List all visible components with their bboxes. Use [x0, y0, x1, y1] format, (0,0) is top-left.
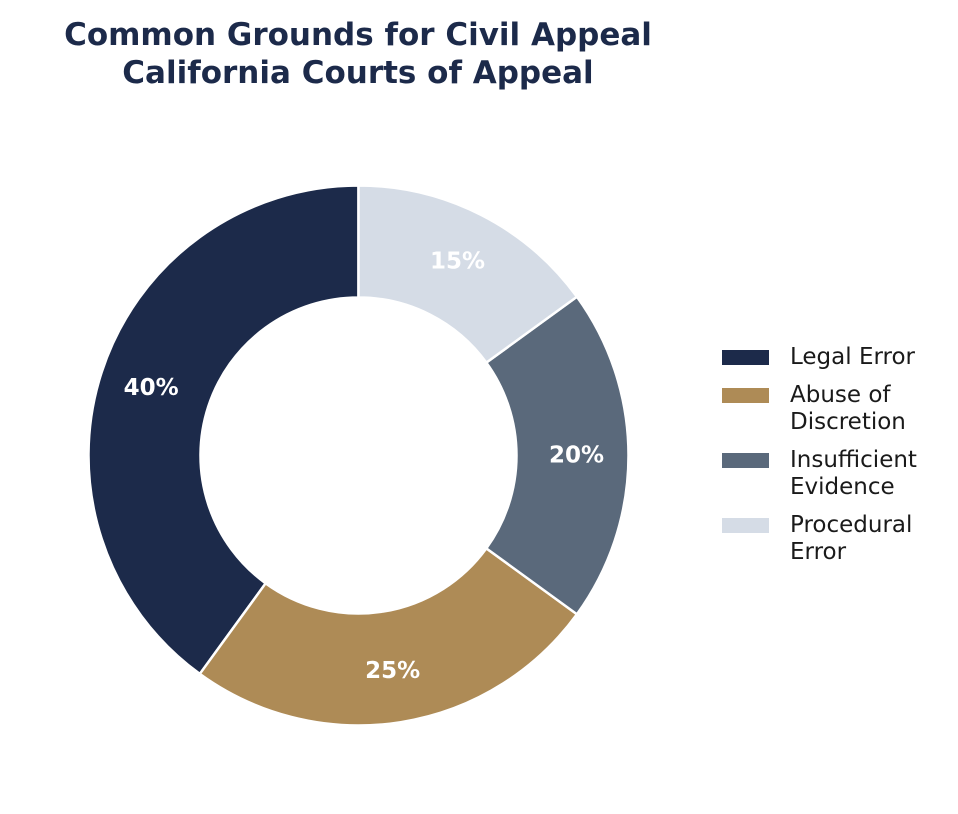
legend-label-line: Legal Error	[790, 344, 916, 370]
legend-swatch	[722, 388, 769, 403]
slice-label-legal-error: 40%	[124, 375, 179, 401]
legend-item-insufficient-evidence: Insufficient Evidence	[722, 447, 954, 501]
legend-swatch	[722, 350, 769, 365]
slice-label-insufficient-evidence: 20%	[549, 443, 604, 469]
slice-abuse-of-discretion	[198, 547, 579, 727]
chart-title-line-1: Common Grounds for Civil Appeal	[64, 17, 652, 53]
legend-swatch	[722, 518, 769, 533]
slice-label-procedural-error: 15%	[430, 248, 485, 274]
slice-insufficient-evidence	[485, 295, 630, 616]
slice-procedural-error	[357, 184, 579, 364]
legend-label-line: Discretion	[790, 409, 906, 435]
legend-label-line: Error	[790, 539, 847, 565]
chart-legend: Legal Error Abuse of Discretion Insufficien…	[722, 344, 954, 577]
slice-label-abuse-of-discretion: 25%	[365, 658, 420, 684]
donut-slices	[87, 184, 630, 727]
legend-label: Procedural Error	[790, 512, 912, 566]
legend-label: Legal Error	[790, 344, 915, 371]
legend-label: Abuse of Discretion	[790, 382, 906, 436]
legend-label-line: Procedural	[790, 512, 913, 538]
chart-title: Common Grounds for Civil Appeal Californ…	[0, 16, 716, 92]
legend-label-line: Insufficient	[790, 447, 917, 473]
legend-swatch	[722, 453, 769, 468]
legend-label-line: Evidence	[790, 474, 895, 500]
legend-item-legal-error: Legal Error	[722, 344, 954, 371]
slice-legal-error	[87, 184, 360, 676]
chart-title-line-2: California Courts of Appeal	[122, 55, 594, 91]
legend-label: Insufficient Evidence	[790, 447, 917, 501]
legend-label-line: Abuse of	[790, 382, 891, 408]
donut-slice-labels: 40% 25% 20% 15%	[124, 248, 604, 684]
legend-item-procedural-error: Procedural Error	[722, 512, 954, 566]
legend-item-abuse-of-discretion: Abuse of Discretion	[722, 382, 954, 436]
